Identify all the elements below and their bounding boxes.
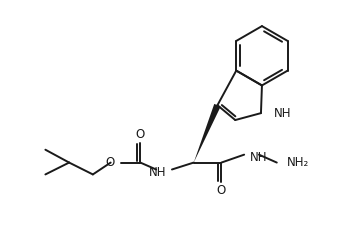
Text: O: O xyxy=(105,156,115,169)
Text: O: O xyxy=(136,128,145,141)
Polygon shape xyxy=(194,104,221,162)
Text: NH: NH xyxy=(274,107,291,120)
Text: NH₂: NH₂ xyxy=(287,156,309,169)
Text: NH: NH xyxy=(148,166,166,179)
Text: NH: NH xyxy=(250,151,268,164)
Text: O: O xyxy=(217,184,226,197)
